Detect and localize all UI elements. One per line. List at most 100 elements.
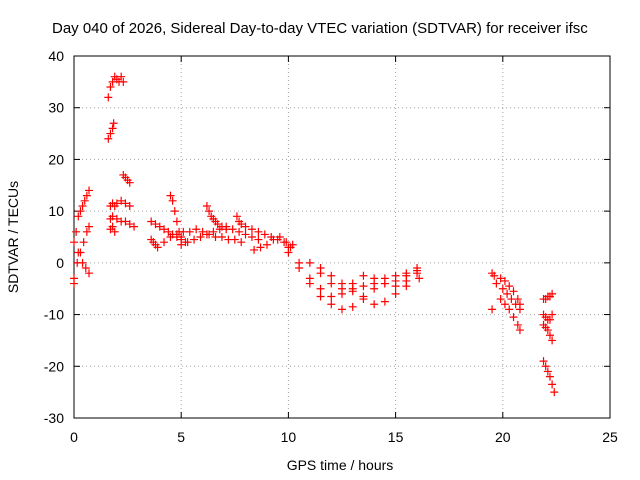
data-point <box>288 240 297 249</box>
data-point <box>108 222 117 231</box>
data-point <box>338 279 346 288</box>
data-point <box>85 222 94 231</box>
data-point <box>125 178 134 187</box>
series-track-g <box>106 212 139 231</box>
data-point <box>125 220 134 229</box>
data-point <box>492 279 501 288</box>
data-point <box>164 227 173 236</box>
data-point <box>541 362 550 371</box>
series-track-z <box>496 295 524 335</box>
data-point <box>80 196 89 205</box>
data-point <box>503 289 512 298</box>
data-points <box>70 72 559 397</box>
data-point <box>282 238 291 247</box>
data-point <box>172 230 181 239</box>
series-track-aa <box>498 284 524 314</box>
data-point <box>548 310 557 319</box>
data-point <box>112 214 121 223</box>
x-tick-label: 25 <box>602 429 618 445</box>
series-track-e <box>104 119 118 143</box>
data-point <box>121 199 130 208</box>
data-point <box>160 225 169 234</box>
data-point <box>305 279 314 288</box>
data-point <box>413 264 422 273</box>
data-point <box>119 77 128 86</box>
data-point <box>254 235 263 244</box>
x-tick-label: 0 <box>70 429 78 445</box>
data-point <box>316 264 325 273</box>
series-track-v <box>316 264 424 309</box>
y-tick-label: 40 <box>48 48 64 64</box>
data-point <box>237 238 246 247</box>
data-point <box>177 240 186 249</box>
series-track-k <box>147 235 162 252</box>
data-point <box>500 276 509 285</box>
data-point <box>70 274 78 283</box>
data-point <box>222 225 231 234</box>
data-point <box>104 134 113 143</box>
data-point <box>205 207 214 216</box>
data-point <box>327 292 336 301</box>
grid-lines <box>74 56 610 418</box>
data-point <box>106 83 115 92</box>
data-point <box>380 274 389 283</box>
data-point <box>505 305 514 314</box>
data-point <box>391 289 400 298</box>
series-track-d <box>104 72 128 102</box>
x-tick-label: 20 <box>495 429 511 445</box>
data-point <box>217 222 226 231</box>
data-point <box>168 196 177 205</box>
data-point <box>230 235 239 244</box>
data-point <box>106 129 115 138</box>
data-point <box>548 289 557 298</box>
data-point <box>316 284 325 293</box>
data-point <box>488 305 497 314</box>
series-track-w <box>488 269 501 288</box>
data-point <box>545 372 554 381</box>
data-point <box>509 287 518 296</box>
y-tick-label: 30 <box>48 100 64 116</box>
data-point <box>209 227 218 236</box>
data-point <box>78 258 87 267</box>
data-point <box>79 238 88 247</box>
x-tick-label: 15 <box>388 429 404 445</box>
data-point <box>112 199 121 208</box>
data-point <box>81 264 90 273</box>
data-point <box>82 227 91 236</box>
series-track-i <box>119 170 134 187</box>
data-point <box>515 326 524 335</box>
data-point <box>237 220 246 229</box>
data-point <box>507 295 516 304</box>
data-point <box>511 300 520 309</box>
data-point <box>82 191 91 200</box>
series-track-h <box>106 222 119 236</box>
data-point <box>370 300 379 309</box>
data-point <box>496 274 505 283</box>
data-point <box>496 295 505 304</box>
data-point <box>121 217 130 226</box>
data-point <box>327 300 336 309</box>
series-track-r <box>250 233 297 254</box>
data-point <box>513 320 522 329</box>
data-point <box>185 227 194 236</box>
series-track-m <box>160 225 246 247</box>
series-track-c <box>70 238 94 278</box>
data-point <box>539 357 548 366</box>
data-point <box>117 72 126 81</box>
data-point <box>295 264 304 273</box>
data-point <box>192 225 201 234</box>
data-point <box>250 245 259 254</box>
series-track-a <box>70 186 94 288</box>
data-point <box>256 243 265 252</box>
data-point <box>170 207 179 216</box>
data-point <box>130 222 139 231</box>
data-point <box>316 292 325 301</box>
data-point <box>85 186 94 195</box>
data-point <box>545 331 554 340</box>
y-tick-label: -30 <box>44 410 64 426</box>
data-point <box>198 227 207 236</box>
data-point <box>247 233 256 241</box>
data-point <box>151 220 160 229</box>
data-point <box>110 227 119 236</box>
